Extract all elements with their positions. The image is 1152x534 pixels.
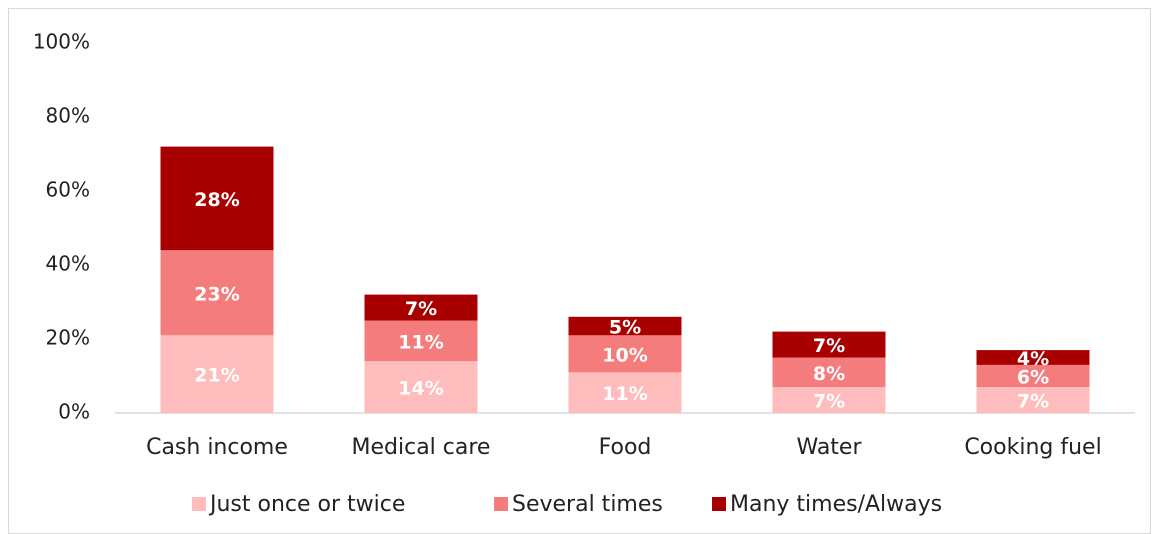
bar-segment	[568, 372, 682, 413]
legend-label: Many times/Always	[730, 492, 942, 517]
bar-segment	[160, 250, 274, 336]
bar-segment	[976, 350, 1090, 365]
y-tick-label: 20%	[46, 326, 90, 350]
data-label: 23%	[194, 283, 239, 305]
x-tick-label: Cash income	[146, 435, 288, 460]
bar-segment	[772, 387, 886, 413]
data-label: 7%	[813, 335, 845, 357]
x-tick-label: Cooking fuel	[964, 435, 1101, 460]
x-tick-label: Water	[796, 435, 862, 460]
bar-segment	[772, 331, 886, 358]
legend-swatch	[712, 497, 726, 511]
legend-swatch	[192, 497, 206, 511]
data-label: 10%	[602, 344, 647, 366]
x-tick-label: Medical care	[352, 435, 491, 460]
data-label: 5%	[609, 317, 641, 339]
bar-segment	[160, 146, 274, 251]
data-label: 11%	[398, 331, 443, 353]
y-tick-label: 60%	[46, 178, 90, 202]
bar-segment	[568, 335, 682, 373]
bar-segment	[568, 316, 682, 336]
bar-segment	[364, 361, 478, 413]
bar-segment	[976, 387, 1090, 413]
data-label: 7%	[813, 391, 845, 413]
data-label: 14%	[398, 378, 443, 400]
data-label: 8%	[813, 363, 845, 385]
y-tick-label: 0%	[58, 400, 90, 424]
legend-label: Several times	[512, 492, 663, 517]
data-label: 11%	[602, 383, 647, 405]
y-tick-label: 80%	[46, 104, 90, 128]
legend-label: Just once or twice	[208, 492, 405, 517]
bar-segment	[976, 364, 1090, 388]
data-label: 28%	[194, 189, 239, 211]
legend-swatch	[494, 497, 508, 511]
bar-segment	[364, 294, 478, 321]
bar-segment	[364, 320, 478, 362]
data-label: 7%	[405, 298, 437, 320]
x-tick-label: Food	[599, 435, 652, 460]
bar-segment	[160, 335, 274, 413]
data-label: 7%	[1017, 391, 1049, 413]
bar-segment	[772, 357, 886, 388]
data-label: 4%	[1017, 348, 1049, 370]
y-tick-label: 100%	[33, 30, 90, 54]
data-label: 6%	[1017, 367, 1049, 389]
y-tick-label: 40%	[46, 252, 90, 276]
data-label: 21%	[194, 365, 239, 387]
